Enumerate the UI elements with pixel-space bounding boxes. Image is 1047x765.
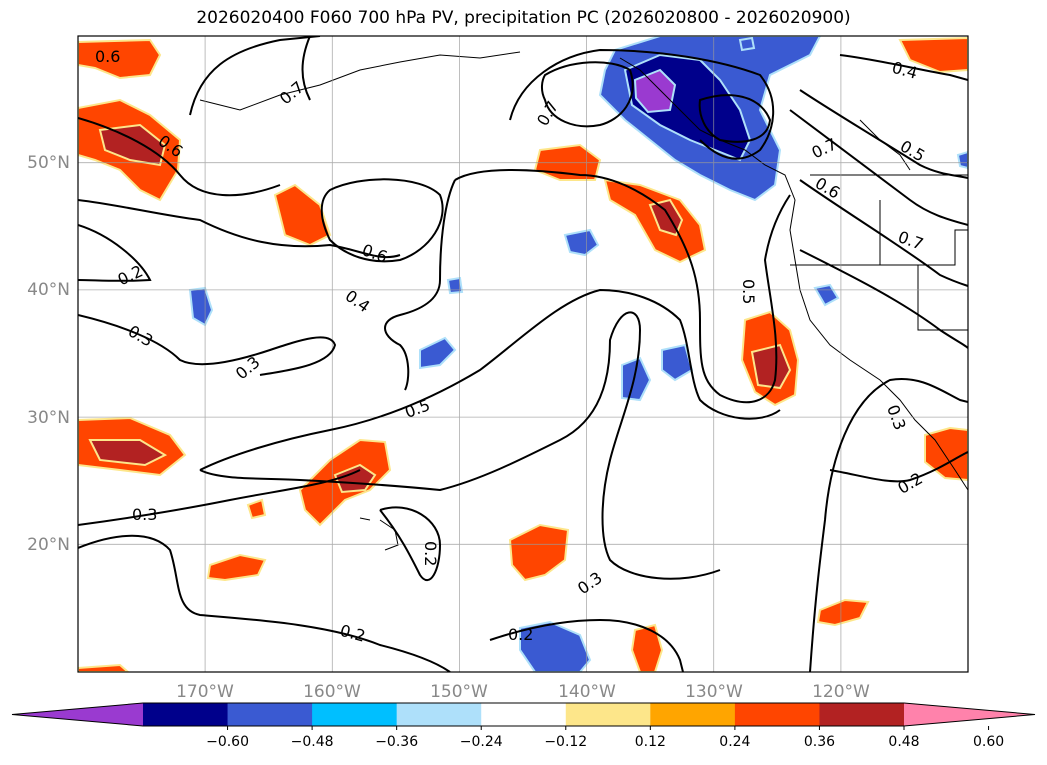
- pv-contour: [199, 311, 721, 580]
- colorbar-tick-label: 0.48: [888, 734, 919, 750]
- contour-label: 0.2: [508, 625, 533, 644]
- precip-area: [633, 68, 677, 114]
- colorbar-tick-label: −0.48: [291, 734, 334, 750]
- precip-area: [508, 523, 570, 582]
- colorbar-segment: [227, 703, 313, 726]
- pv-contour: [301, 36, 311, 101]
- pv-contour: [799, 179, 968, 287]
- precip-area: [738, 36, 756, 52]
- pv-contour: [189, 36, 321, 116]
- colorbar-segment: [650, 703, 736, 726]
- colorbar-tick-label: −0.12: [544, 734, 587, 750]
- map-frame: [77, 35, 969, 673]
- colorbar-tick-label: −0.60: [206, 734, 249, 750]
- colorbar-segment: [734, 703, 820, 726]
- lon-label-120w: 120°W: [812, 682, 870, 702]
- precip-area: [898, 36, 968, 74]
- pv-contour: [489, 618, 684, 672]
- pv-contour: [698, 94, 772, 143]
- colorbar-extend-low: [12, 703, 143, 726]
- map-title: 2026020400 F060 700 hPa PV, precipitatio…: [196, 8, 851, 28]
- precip-area: [246, 498, 267, 520]
- negative-precip-areas: [188, 36, 968, 672]
- latitude-labels: 50°N 40°N 30°N 20°N: [27, 153, 70, 555]
- pv-contour: [541, 61, 634, 128]
- pv-contour: [78, 534, 451, 672]
- pv-contour: [809, 378, 968, 672]
- lon-label-150w: 150°W: [430, 682, 488, 702]
- colorbar-segment: [565, 703, 651, 726]
- pv-contour: [789, 109, 968, 226]
- precip-area: [630, 623, 664, 672]
- pv-contour: [78, 224, 152, 282]
- map-plot-area: 0.6 0.7 0.6 0.6 0.4 0.2 0.3 0.3 0.5 0.3 …: [78, 36, 968, 672]
- contour-label: 0.6: [95, 47, 120, 66]
- pv-contour: [454, 169, 791, 404]
- precip-area: [446, 276, 464, 295]
- lon-label-130w: 130°W: [685, 682, 743, 702]
- colorbar-tick-label: −0.24: [460, 734, 503, 750]
- colorbar-outline: [11, 702, 1036, 727]
- colorbar-tick-label: 0.12: [635, 734, 666, 750]
- precip-area: [78, 663, 130, 672]
- precip-area: [188, 286, 214, 327]
- pv-contour: [78, 117, 281, 197]
- pv-contour: [799, 89, 968, 179]
- colorbar-tick-label: −0.36: [375, 734, 418, 750]
- lon-label-170w: 170°W: [176, 682, 234, 702]
- precip-area: [333, 463, 377, 494]
- precip-area: [816, 598, 870, 627]
- graticule: [78, 36, 968, 672]
- colorbar-extend-high: [904, 703, 1035, 726]
- pv-contour: [78, 469, 361, 526]
- colorbar-segment: [481, 703, 567, 726]
- pv-contour: [78, 314, 337, 376]
- pv-contour: [199, 288, 781, 471]
- contour-label: 0.2: [421, 541, 440, 566]
- lat-label-30n: 30°N: [27, 408, 70, 428]
- pv-contour: [509, 48, 775, 160]
- precip-area: [273, 183, 332, 247]
- lat-label-20n: 20°N: [27, 535, 70, 555]
- colorbar-tick-label: 0.24: [719, 734, 750, 750]
- pv-contour: [829, 451, 968, 483]
- pv-contour: [78, 199, 401, 259]
- contour-label: 0.3: [132, 505, 157, 524]
- lat-label-40n: 40°N: [27, 280, 70, 300]
- colorbar-segment: [143, 703, 229, 726]
- precip-area: [563, 228, 600, 257]
- positive-precip-areas: [78, 36, 968, 672]
- pv-contour: [379, 506, 442, 582]
- colorbar-tick-label: 0.36: [804, 734, 835, 750]
- pv-contour: [799, 249, 968, 349]
- precip-area: [88, 439, 168, 467]
- pv-contour: [839, 54, 968, 81]
- pv-contour: [384, 179, 456, 391]
- precip-area: [206, 553, 267, 582]
- lon-label-140w: 140°W: [558, 682, 616, 702]
- precip-area: [78, 38, 162, 80]
- precip-area: [98, 123, 167, 167]
- lon-label-160w: 160°W: [303, 682, 361, 702]
- precip-area: [661, 343, 694, 382]
- precip-area: [419, 336, 457, 370]
- colorbar-segment: [819, 703, 905, 726]
- longitude-labels: 170°W 160°W 150°W 140°W 130°W 120°W: [176, 682, 870, 702]
- lat-label-50n: 50°N: [27, 153, 70, 173]
- colorbar-tick-label: 0.60: [973, 734, 1004, 750]
- colorbar-segment: [312, 703, 398, 726]
- contour-label: 0.5: [739, 279, 758, 304]
- pv-contour: [320, 178, 444, 263]
- colorbar: −0.60 −0.48 −0.36 −0.24 −0.12 0.12 0.24 0.36 0.4…: [11, 702, 1036, 750]
- pv-contours: [78, 36, 968, 672]
- colorbar-segment: [396, 703, 482, 726]
- precip-area: [956, 150, 968, 170]
- precip-area: [603, 178, 707, 264]
